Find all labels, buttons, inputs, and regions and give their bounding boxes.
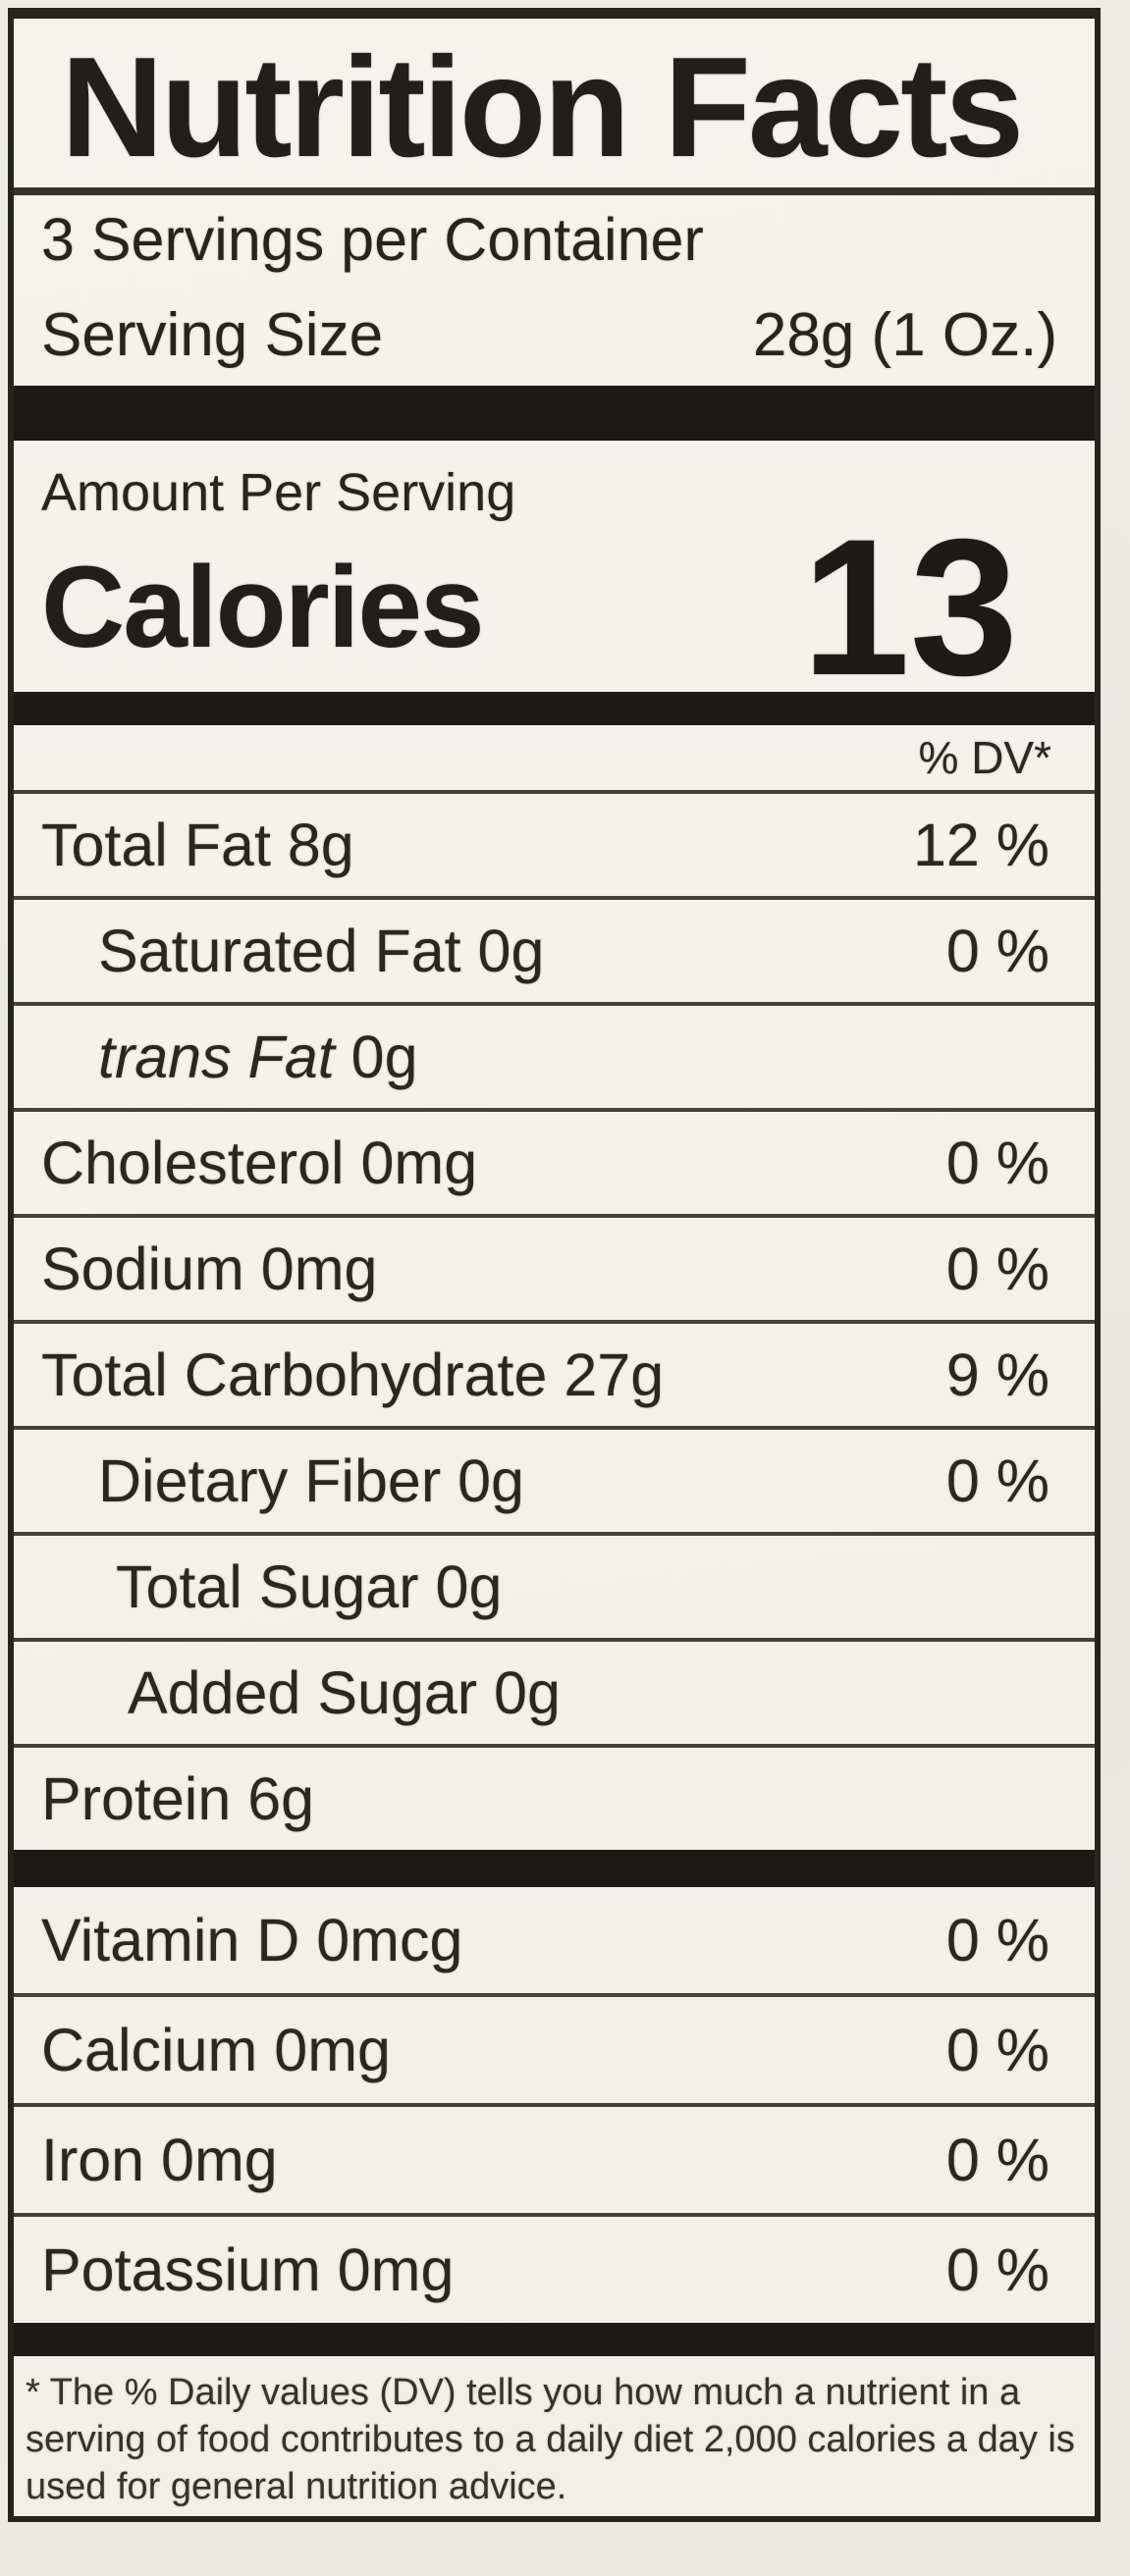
- nutrient-dv: 0 %: [945, 2017, 1049, 2083]
- nutrient-dv: 0 %: [945, 2236, 1049, 2303]
- nutrient-dv: 0 %: [945, 918, 1049, 984]
- nutrient-dv: 0 %: [945, 1907, 1049, 1973]
- daily-value-header: % DV*: [14, 725, 1095, 794]
- nutrient-dv: 0 %: [945, 2127, 1049, 2193]
- amount-per-serving-label: Amount Per Serving: [41, 463, 516, 522]
- nutrient-row-trans-fat: trans Fat 0g: [14, 1006, 1095, 1112]
- label-title: Nutrition Facts: [14, 19, 1095, 195]
- nutrient-row-added-sugar: Added Sugar 0g: [14, 1642, 1095, 1748]
- section-divider-thick-bottom: [14, 2323, 1095, 2356]
- nutrient-row-saturated-fat: Saturated Fat 0g 0 %: [14, 900, 1095, 1006]
- nutrient-row-sodium: Sodium 0mg 0 %: [14, 1218, 1095, 1324]
- section-divider-thick-top: [14, 386, 1095, 441]
- section-divider-medium: [14, 692, 1095, 725]
- serving-size-label: Serving Size: [41, 300, 384, 369]
- nutrition-facts-label: Nutrition Facts 3 Servings per Container…: [8, 8, 1101, 2522]
- nutrient-row-cholesterol: Cholesterol 0mg 0 %: [14, 1112, 1095, 1218]
- vitamin-row-vitamin-d: Vitamin D 0mcg 0 %: [14, 1887, 1095, 1997]
- nutrient-dv: 12 %: [912, 812, 1049, 878]
- nutrient-name: Saturated Fat 0g: [98, 918, 545, 984]
- nutrient-dv: 0 %: [945, 1447, 1049, 1514]
- nutrient-name: Iron 0mg: [41, 2127, 278, 2193]
- footnote-text: * The % Daily values (DV) tells you how …: [26, 2372, 1075, 2507]
- nutrient-row-dietary-fiber: Dietary Fiber 0g 0 %: [14, 1430, 1095, 1536]
- nutrient-name: Added Sugar 0g: [128, 1659, 561, 1726]
- nutrient-name: Potassium 0mg: [41, 2236, 455, 2303]
- nutrient-name: Vitamin D 0mcg: [41, 1907, 463, 1973]
- nutrient-row-total-sugar: Total Sugar 0g: [14, 1536, 1095, 1642]
- nutrient-row-total-carbohydrate: Total Carbohydrate 27g 9 %: [14, 1324, 1095, 1430]
- section-divider-thick-middle: [14, 1850, 1095, 1887]
- servings-per-container: 3 Servings per Container: [41, 206, 704, 273]
- nutrient-dv: 0 %: [945, 1130, 1049, 1196]
- nutrient-name: Protein 6g: [41, 1765, 315, 1832]
- nutrient-name: Total Carbohydrate 27g: [41, 1341, 665, 1408]
- nutrient-name: Total Fat 8g: [41, 812, 354, 878]
- nutrient-name: Dietary Fiber 0g: [98, 1447, 524, 1514]
- vitamin-row-calcium: Calcium 0mg 0 %: [14, 1997, 1095, 2107]
- nutrient-name: Calcium 0mg: [41, 2017, 391, 2083]
- nutrient-name: Sodium 0mg: [41, 1235, 378, 1302]
- calories-label: Calories: [41, 543, 485, 672]
- vitamin-row-iron: Iron 0mg 0 %: [14, 2107, 1095, 2217]
- nutrient-name: trans Fat 0g: [98, 1024, 418, 1090]
- vitamin-row-potassium: Potassium 0mg 0 %: [14, 2217, 1095, 2323]
- nutrient-dv: 0 %: [945, 1235, 1049, 1302]
- nutrient-name: Cholesterol 0mg: [41, 1130, 478, 1196]
- nutrient-row-protein: Protein 6g: [14, 1748, 1095, 1850]
- nutrient-row-total-fat: Total Fat 8g 12 %: [14, 794, 1095, 900]
- serving-size-value: 28g (1 Oz.): [752, 300, 1057, 369]
- calories-value: 13: [801, 499, 1018, 715]
- nutrient-name: Total Sugar 0g: [116, 1553, 503, 1620]
- calories-row: Calories 13: [14, 499, 1095, 715]
- nutrient-dv: 9 %: [945, 1341, 1049, 1408]
- serving-size-row: Serving Size 28g (1 Oz.): [14, 284, 1095, 386]
